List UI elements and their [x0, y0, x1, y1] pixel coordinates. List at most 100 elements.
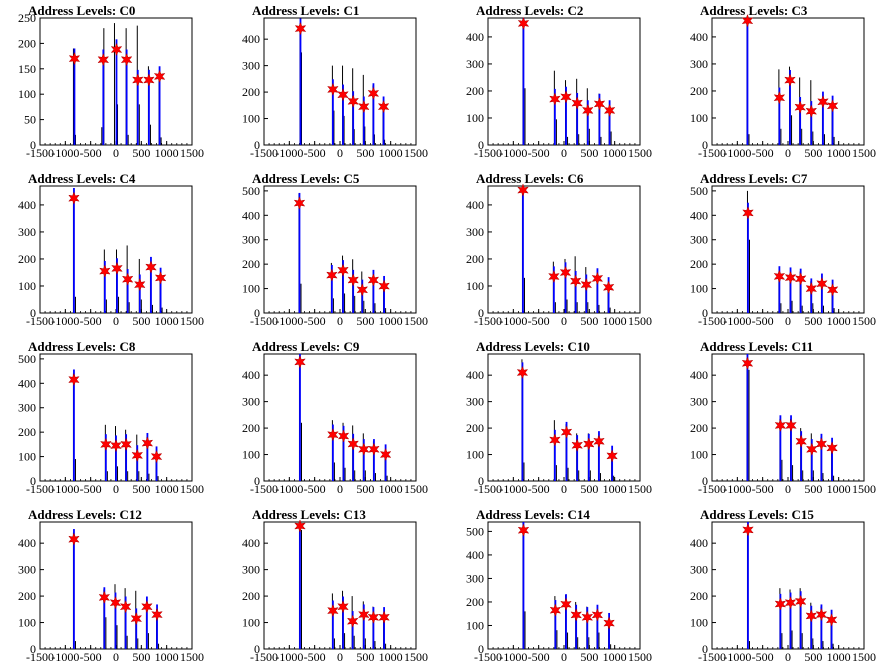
y-tick-label: 0 — [478, 138, 484, 152]
chart-panel: Address Levels: C1 -1500 -1000 -500 0 500 1000… — [224, 0, 448, 168]
peak-marker — [68, 51, 81, 66]
peak-marker — [591, 608, 604, 622]
x-tick-label: 500 — [132, 650, 150, 664]
x-tick-label: 500 — [580, 314, 598, 328]
peak-marker — [805, 104, 818, 118]
peak-marker — [377, 99, 390, 114]
chart-title: Address Levels: C14 — [476, 507, 590, 522]
x-tick-label: -1000 — [275, 482, 303, 496]
x-tick-label: 1500 — [628, 482, 652, 496]
chart-title: Address Levels: C1 — [252, 3, 359, 18]
x-tick-label: 0 — [337, 314, 343, 328]
x-tick-label: 0 — [561, 650, 567, 664]
peak-marker — [570, 608, 583, 622]
y-tick-label: 300 — [242, 233, 260, 247]
chart-svg: Address Levels: C10 -1500-1000 -500 0 500 100… — [466, 339, 652, 496]
chart-title: Address Levels: C12 — [28, 507, 142, 522]
x-tick-label: 1000 — [155, 314, 179, 328]
peak-marker — [109, 595, 122, 610]
y-tick-label: 100 — [466, 618, 484, 632]
peak-marker — [581, 610, 594, 625]
peak-marker — [571, 438, 584, 453]
peak-marker — [151, 607, 163, 622]
peak-marker — [603, 616, 615, 630]
y-tick-label: 200 — [466, 595, 484, 609]
peak-marker — [774, 418, 787, 433]
y-tick-label: 200 — [18, 252, 36, 266]
y-tick-label: 200 — [242, 85, 260, 99]
y-tick-label: 300 — [18, 401, 36, 415]
y-tick-label: 100 — [466, 448, 484, 462]
peak-marker — [784, 595, 797, 610]
chart-panel: Address Levels: C9 -1500 -1000 -500 0 500 1000… — [224, 336, 448, 504]
y-tick-label: 0 — [254, 474, 260, 488]
peak-marker — [100, 437, 112, 452]
chart-svg: Address Levels: C15 -1500-1000 -500 0 500 100… — [690, 507, 876, 664]
chart-panel: Address Levels: C4 -1500 -1000 -500 0 500 1000… — [0, 168, 224, 336]
x-tick-label: 1500 — [852, 314, 876, 328]
peak-marker — [817, 95, 829, 109]
y-tick-label: 100 — [18, 279, 36, 293]
chart-svg: Address Levels: C0-1500-1000 -500 0 500 1000… — [18, 3, 204, 160]
y-tick-label: 500 — [242, 184, 260, 198]
x-tick-label: 1500 — [852, 146, 876, 160]
x-tick-label: -1500 — [250, 650, 278, 664]
peak-marker — [133, 277, 146, 292]
y-tick-label: 100 — [690, 448, 708, 462]
x-tick-label: -1500 — [250, 146, 278, 160]
peak-marker — [327, 603, 339, 618]
x-tick-label: -1500 — [474, 314, 502, 328]
y-tick-label: 400 — [242, 32, 260, 46]
peak-marker — [548, 269, 560, 284]
peak-marker — [582, 437, 595, 451]
x-tick-label: 1000 — [603, 482, 627, 496]
x-tick-label: -1500 — [26, 482, 54, 496]
peak-marker — [559, 265, 572, 280]
peak-marker — [591, 271, 604, 286]
chart-title: Address Levels: C10 — [476, 339, 590, 354]
chart-title: Address Levels: C6 — [476, 171, 584, 186]
x-tick-label: 500 — [356, 146, 374, 160]
x-tick-label: 500 — [132, 482, 150, 496]
y-tick-label: 200 — [466, 252, 484, 266]
y-tick-label: 0 — [478, 474, 484, 488]
peak-marker — [742, 206, 754, 220]
x-tick-label: 1000 — [603, 650, 627, 664]
y-tick-label: 0 — [254, 306, 260, 320]
peak-marker — [603, 103, 616, 118]
x-tick-label: -1500 — [698, 146, 726, 160]
peak-marker — [141, 436, 154, 450]
x-tick-label: -1500 — [250, 482, 278, 496]
chart-svg: Address Levels: C11 -1500-1000 -500 0 500 100… — [690, 339, 876, 496]
y-tick-label: 100 — [242, 112, 260, 126]
x-tick-label: -500 — [528, 146, 550, 160]
chart-svg: Address Levels: C7-1500-1000 -500 0 500 1000… — [690, 171, 876, 328]
peak-marker — [378, 610, 390, 625]
peak-marker — [145, 260, 157, 274]
peak-marker — [606, 449, 618, 463]
y-tick-label: 200 — [690, 421, 708, 435]
y-tick-label: 400 — [466, 548, 484, 562]
peak-marker — [367, 86, 380, 101]
chart-title: Address Levels: C11 — [700, 339, 813, 354]
peak-marker — [98, 590, 111, 605]
x-tick-label: -1500 — [26, 650, 54, 664]
x-tick-label: -500 — [528, 482, 550, 496]
x-tick-label: -500 — [80, 314, 102, 328]
peak-marker — [560, 90, 572, 104]
chart-svg: Address Levels: C6-1500-1000 -500 0 500 1000… — [466, 171, 652, 328]
y-tick-label: 100 — [690, 616, 708, 630]
peak-marker — [99, 264, 111, 278]
y-tick-label: 50 — [24, 113, 36, 127]
peak-marker — [120, 437, 132, 452]
peak-marker — [571, 96, 584, 110]
x-tick-label: -1000 — [51, 146, 79, 160]
peak-marker — [815, 437, 828, 451]
x-tick-label: 1500 — [180, 482, 204, 496]
chart-title: Address Levels: C13 — [252, 507, 366, 522]
peak-marker — [131, 448, 144, 463]
peak-marker — [805, 442, 818, 457]
peak-marker — [742, 523, 754, 537]
peak-marker — [516, 365, 529, 380]
